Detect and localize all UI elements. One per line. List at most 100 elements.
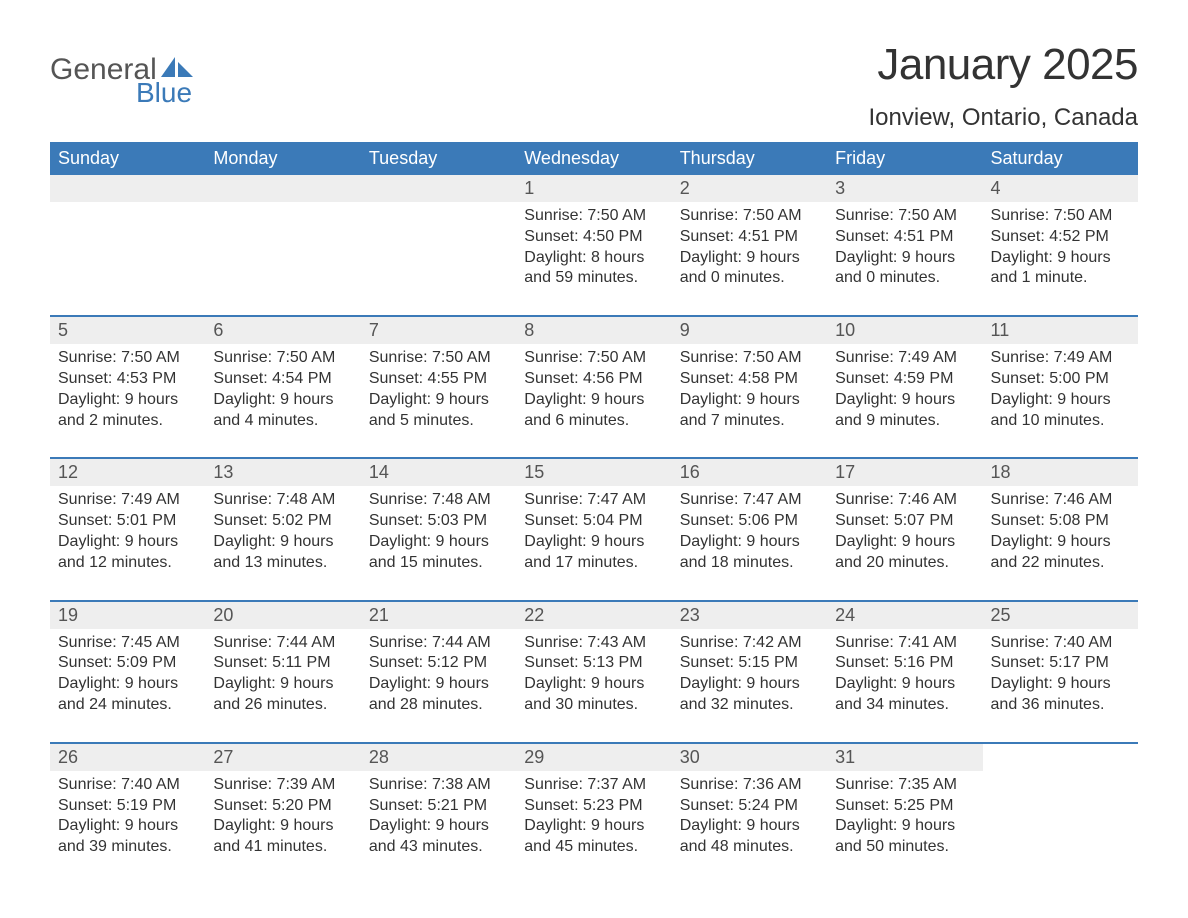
sunrise-text: Sunrise: 7:43 AM [524, 633, 663, 654]
day1-text: Daylight: 9 hours [58, 532, 197, 553]
sunrise-text: Sunrise: 7:50 AM [835, 206, 974, 227]
day2-text: and 48 minutes. [680, 837, 819, 858]
day2-text: and 15 minutes. [369, 553, 508, 574]
day-cell-22: 22Sunrise: 7:43 AMSunset: 5:13 PMDayligh… [516, 601, 671, 743]
day-cell-14: 14Sunrise: 7:48 AMSunset: 5:03 PMDayligh… [361, 458, 516, 600]
day1-text: Daylight: 9 hours [680, 248, 819, 269]
sunrise-text: Sunrise: 7:42 AM [680, 633, 819, 654]
day-cell-30: 30Sunrise: 7:36 AMSunset: 5:24 PMDayligh… [672, 743, 827, 884]
day1-text: Daylight: 9 hours [680, 532, 819, 553]
day-number: 15 [516, 459, 671, 486]
sunrise-text: Sunrise: 7:46 AM [991, 490, 1130, 511]
sunrise-text: Sunrise: 7:40 AM [58, 775, 197, 796]
day2-text: and 17 minutes. [524, 553, 663, 574]
day-number: 25 [983, 602, 1138, 629]
day-cell-17: 17Sunrise: 7:46 AMSunset: 5:07 PMDayligh… [827, 458, 982, 600]
sunset-text: Sunset: 5:04 PM [524, 511, 663, 532]
col-thursday: Thursday [672, 142, 827, 175]
day2-text: and 43 minutes. [369, 837, 508, 858]
sunset-text: Sunset: 4:50 PM [524, 227, 663, 248]
empty-cell [205, 175, 360, 316]
sunrise-text: Sunrise: 7:48 AM [213, 490, 352, 511]
day-number: 17 [827, 459, 982, 486]
sunrise-text: Sunrise: 7:50 AM [524, 206, 663, 227]
sunrise-text: Sunrise: 7:44 AM [369, 633, 508, 654]
day1-text: Daylight: 9 hours [991, 532, 1130, 553]
logo-text-blue: Blue [136, 79, 195, 107]
day2-text: and 5 minutes. [369, 411, 508, 432]
day-number: 9 [672, 317, 827, 344]
day-cell-31: 31Sunrise: 7:35 AMSunset: 5:25 PMDayligh… [827, 743, 982, 884]
calendar-table: Sunday Monday Tuesday Wednesday Thursday… [50, 142, 1138, 884]
col-saturday: Saturday [983, 142, 1138, 175]
sunset-text: Sunset: 5:17 PM [991, 653, 1130, 674]
day2-text: and 4 minutes. [213, 411, 352, 432]
sunrise-text: Sunrise: 7:50 AM [369, 348, 508, 369]
day-number: 18 [983, 459, 1138, 486]
sunrise-text: Sunrise: 7:49 AM [991, 348, 1130, 369]
day-number: 16 [672, 459, 827, 486]
day-cell-8: 8Sunrise: 7:50 AMSunset: 4:56 PMDaylight… [516, 316, 671, 458]
day-number: 8 [516, 317, 671, 344]
empty-cell [50, 175, 205, 316]
sunset-text: Sunset: 5:23 PM [524, 796, 663, 817]
sunrise-text: Sunrise: 7:50 AM [680, 348, 819, 369]
day-cell-12: 12Sunrise: 7:49 AMSunset: 5:01 PMDayligh… [50, 458, 205, 600]
sunrise-text: Sunrise: 7:48 AM [369, 490, 508, 511]
day2-text: and 9 minutes. [835, 411, 974, 432]
sunset-text: Sunset: 5:01 PM [58, 511, 197, 532]
sunset-text: Sunset: 4:51 PM [680, 227, 819, 248]
day2-text: and 39 minutes. [58, 837, 197, 858]
day2-text: and 7 minutes. [680, 411, 819, 432]
day1-text: Daylight: 9 hours [991, 674, 1130, 695]
sunset-text: Sunset: 5:25 PM [835, 796, 974, 817]
sunset-text: Sunset: 4:52 PM [991, 227, 1130, 248]
day1-text: Daylight: 9 hours [58, 390, 197, 411]
sunrise-text: Sunrise: 7:40 AM [991, 633, 1130, 654]
sunrise-text: Sunrise: 7:41 AM [835, 633, 974, 654]
day1-text: Daylight: 9 hours [213, 390, 352, 411]
day-number: 10 [827, 317, 982, 344]
sunrise-text: Sunrise: 7:50 AM [524, 348, 663, 369]
day1-text: Daylight: 9 hours [213, 816, 352, 837]
day2-text: and 20 minutes. [835, 553, 974, 574]
day-number: 5 [50, 317, 205, 344]
day1-text: Daylight: 9 hours [369, 674, 508, 695]
day1-text: Daylight: 9 hours [58, 674, 197, 695]
day2-text: and 34 minutes. [835, 695, 974, 716]
empty-cell [983, 743, 1138, 884]
day1-text: Daylight: 9 hours [680, 816, 819, 837]
day1-text: Daylight: 9 hours [835, 248, 974, 269]
day2-text: and 0 minutes. [835, 268, 974, 289]
sunset-text: Sunset: 4:59 PM [835, 369, 974, 390]
day2-text: and 0 minutes. [680, 268, 819, 289]
sunrise-text: Sunrise: 7:47 AM [524, 490, 663, 511]
sunset-text: Sunset: 5:24 PM [680, 796, 819, 817]
calendar-header-row: Sunday Monday Tuesday Wednesday Thursday… [50, 142, 1138, 175]
sunrise-text: Sunrise: 7:50 AM [991, 206, 1130, 227]
day2-text: and 28 minutes. [369, 695, 508, 716]
title-block: January 2025 Ionview, Ontario, Canada [869, 40, 1139, 132]
day-number: 23 [672, 602, 827, 629]
day-number: 4 [983, 175, 1138, 202]
day-cell-7: 7Sunrise: 7:50 AMSunset: 4:55 PMDaylight… [361, 316, 516, 458]
day-cell-11: 11Sunrise: 7:49 AMSunset: 5:00 PMDayligh… [983, 316, 1138, 458]
day-cell-27: 27Sunrise: 7:39 AMSunset: 5:20 PMDayligh… [205, 743, 360, 884]
day1-text: Daylight: 9 hours [835, 816, 974, 837]
day2-text: and 13 minutes. [213, 553, 352, 574]
day-number: 24 [827, 602, 982, 629]
day-cell-24: 24Sunrise: 7:41 AMSunset: 5:16 PMDayligh… [827, 601, 982, 743]
day-cell-16: 16Sunrise: 7:47 AMSunset: 5:06 PMDayligh… [672, 458, 827, 600]
day1-text: Daylight: 9 hours [835, 390, 974, 411]
day-cell-9: 9Sunrise: 7:50 AMSunset: 4:58 PMDaylight… [672, 316, 827, 458]
sunrise-text: Sunrise: 7:35 AM [835, 775, 974, 796]
day2-text: and 12 minutes. [58, 553, 197, 574]
col-monday: Monday [205, 142, 360, 175]
day2-text: and 30 minutes. [524, 695, 663, 716]
calendar-row: 5Sunrise: 7:50 AMSunset: 4:53 PMDaylight… [50, 316, 1138, 458]
sunset-text: Sunset: 4:54 PM [213, 369, 352, 390]
day-cell-26: 26Sunrise: 7:40 AMSunset: 5:19 PMDayligh… [50, 743, 205, 884]
sunset-text: Sunset: 5:03 PM [369, 511, 508, 532]
day-cell-10: 10Sunrise: 7:49 AMSunset: 4:59 PMDayligh… [827, 316, 982, 458]
day-number: 3 [827, 175, 982, 202]
